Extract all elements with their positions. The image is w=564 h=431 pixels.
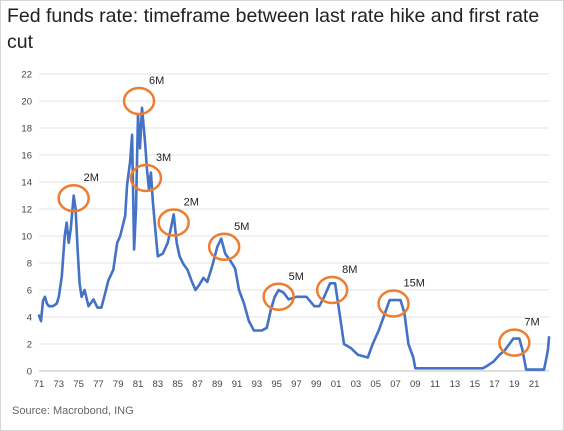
annotation-circle <box>129 163 163 193</box>
x-tick-label: 79 <box>113 379 124 390</box>
annotation-label: 7M <box>524 317 539 329</box>
annotation-circle <box>315 275 349 305</box>
annotation-circle <box>377 289 410 318</box>
series-line-fed-funds <box>37 106 551 371</box>
y-tick-label: 12 <box>21 205 32 216</box>
source-note: Source: Macrobond, ING <box>12 405 134 417</box>
annotation-label: 2M <box>84 172 99 184</box>
annotations: 2M 6M 3M 2M 5M 5M 8M 15M 7M <box>57 75 540 357</box>
annotation-circle <box>262 282 295 311</box>
x-tick-label: 17 <box>489 379 500 390</box>
x-tick-label: 19 <box>509 379 520 390</box>
annotation-circle <box>498 328 531 357</box>
y-tick-label: 2 <box>27 340 32 351</box>
y-tick-label: 16 <box>21 151 32 162</box>
x-tick-label: 11 <box>430 379 440 390</box>
x-tick-label: 09 <box>410 379 421 390</box>
x-tick-label: 99 <box>311 379 322 390</box>
y-axis-ticks: 0 2 4 6 8 10 12 14 16 18 20 22 <box>21 70 32 378</box>
annotation-label: 8M <box>342 264 357 276</box>
gridlines <box>39 73 549 372</box>
y-tick-label: 8 <box>27 259 32 270</box>
annotation-circle <box>157 208 190 237</box>
x-tick-label: 15 <box>469 379 480 390</box>
y-tick-label: 18 <box>21 124 32 135</box>
x-tick-label: 87 <box>192 379 203 390</box>
y-tick-label: 14 <box>21 178 32 189</box>
x-tick-label: 77 <box>93 379 104 390</box>
annotation-label: 6M <box>149 75 164 87</box>
x-axis-ticks: 71 73 75 77 79 81 83 85 87 89 91 93 95 97 99 01 03 05 07 09… <box>34 379 540 390</box>
x-tick-label: 85 <box>172 379 183 390</box>
x-tick-label: 75 <box>73 379 84 390</box>
series-group <box>37 106 551 371</box>
y-tick-label: 22 <box>21 70 32 81</box>
x-tick-label: 97 <box>291 379 302 390</box>
y-tick-label: 0 <box>27 367 32 378</box>
y-tick-label: 10 <box>21 232 32 243</box>
y-tick-label: 6 <box>27 286 32 297</box>
x-tick-label: 93 <box>252 379 263 390</box>
annotation-circle <box>122 86 156 116</box>
annotation-label: 3M <box>156 152 171 164</box>
annotation-label: 2M <box>184 197 199 209</box>
annotation-label: 5M <box>234 221 249 233</box>
x-tick-label: 05 <box>370 379 381 390</box>
annotation-label: 15M <box>404 278 425 290</box>
annotation-circle <box>57 183 90 213</box>
x-tick-label: 81 <box>133 379 144 390</box>
x-tick-label: 83 <box>153 379 164 390</box>
annotation-label: 5M <box>289 271 304 283</box>
x-tick-label: 13 <box>450 379 461 390</box>
x-tick-label: 03 <box>351 379 362 390</box>
x-tick-label: 21 <box>529 379 540 390</box>
x-tick-label: 01 <box>331 379 342 390</box>
x-tick-label: 91 <box>232 379 243 390</box>
annotation-circle <box>207 232 241 262</box>
x-tick-label: 71 <box>34 379 45 390</box>
y-tick-label: 20 <box>21 97 32 108</box>
x-tick-label: 95 <box>271 379 282 390</box>
x-tick-label: 07 <box>390 379 401 390</box>
x-tick-label: 89 <box>212 379 223 390</box>
x-tick-label: 73 <box>54 379 65 390</box>
chart-title: Fed funds rate: timeframe between last r… <box>7 5 540 53</box>
y-tick-label: 4 <box>27 313 32 324</box>
